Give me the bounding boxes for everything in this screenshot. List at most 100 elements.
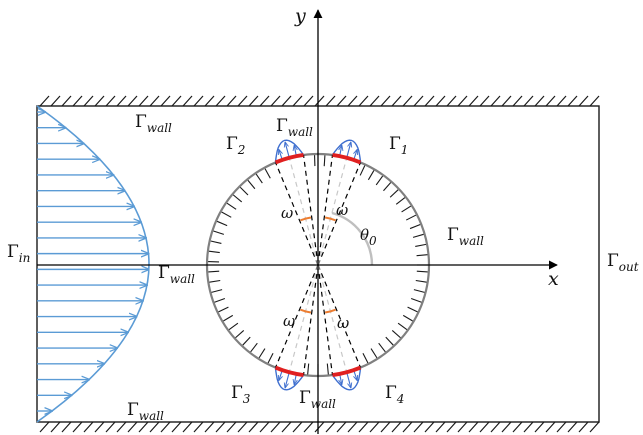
- hatch-mark: [149, 95, 160, 107]
- cylinder-hatch-mark: [213, 230, 225, 235]
- hatch-mark: [314, 421, 325, 433]
- cylinder-hatch-mark: [239, 186, 249, 196]
- hatch-mark: [347, 95, 358, 107]
- hatch-mark: [127, 421, 138, 433]
- cylinder-hatch-mark: [378, 342, 386, 353]
- inflow-profile-curve: [36, 105, 150, 423]
- hatch-mark: [435, 421, 446, 433]
- hatch-mark: [259, 95, 270, 107]
- hatch-mark: [369, 95, 380, 107]
- cylinder-hatch-mark: [267, 352, 274, 364]
- cylinder-hatch-mark: [415, 279, 427, 283]
- label-omega-1: ω: [336, 201, 348, 219]
- jet-profile-arrow: [294, 146, 296, 156]
- jet-edge-ray: [317, 162, 362, 266]
- cylinder-hatch-mark: [395, 197, 406, 205]
- cylinder-hatch-mark: [370, 348, 378, 359]
- hatch-mark: [237, 421, 248, 433]
- hatch-mark: [292, 95, 303, 107]
- hatch-mark: [61, 421, 72, 433]
- label-gamma-2: Γ2: [226, 134, 245, 157]
- hatch-mark: [567, 95, 578, 107]
- hatch-mark: [127, 95, 138, 107]
- jet-profile-arrow: [285, 373, 290, 387]
- jet-profile-arrow: [346, 142, 351, 157]
- cylinder-hatch-mark: [412, 233, 424, 238]
- cylinder-hatch-mark: [221, 211, 232, 218]
- label-wall-top: Γwall: [135, 112, 172, 135]
- label-omega-4: ω: [337, 314, 349, 332]
- hatch-mark: [413, 95, 424, 107]
- cylinder-hatch-mark: [258, 348, 266, 359]
- jet-profile-arrow: [346, 373, 351, 387]
- jet-slot-arc: [332, 365, 362, 378]
- hatch-mark: [50, 421, 61, 433]
- label-gamma-3: Γ3: [231, 383, 251, 406]
- hatch-mark: [248, 95, 259, 107]
- cylinder-hatch-mark: [211, 289, 223, 293]
- hatch-mark: [193, 421, 204, 433]
- hatch-mark: [160, 421, 171, 433]
- hatch-mark: [336, 421, 347, 433]
- label-theta-0: θ0: [360, 226, 377, 248]
- hatch-mark: [116, 95, 127, 107]
- hatch-mark: [358, 421, 369, 433]
- hatch-mark: [534, 95, 545, 107]
- hatch-mark: [72, 421, 83, 433]
- jet-profile-arrow: [294, 374, 296, 385]
- hatch-mark: [545, 95, 556, 107]
- hatch-mark: [94, 421, 105, 433]
- hatch-mark: [160, 95, 171, 107]
- hatch-mark: [424, 95, 435, 107]
- jet-edge-ray: [317, 264, 334, 376]
- hatch-mark: [369, 421, 380, 433]
- cylinder-hatch-mark: [397, 322, 408, 331]
- hatch-mark: [424, 421, 435, 433]
- label-wall-bottom: Γwall: [127, 400, 164, 423]
- hatch-mark: [116, 421, 127, 433]
- hatch-mark: [413, 421, 424, 433]
- cylinder-hatch-mark: [216, 220, 228, 227]
- jet-center-ray: [317, 264, 348, 373]
- label-inlet: Γin: [7, 242, 30, 265]
- hatch-mark: [402, 421, 413, 433]
- x-axis-label: x: [548, 268, 559, 290]
- cylinder-hatch-mark: [326, 363, 329, 375]
- hatch-mark: [237, 95, 248, 107]
- hatch-mark: [556, 421, 567, 433]
- hatch-mark: [457, 421, 468, 433]
- hatch-mark: [501, 95, 512, 107]
- jet-edge-ray: [317, 264, 362, 368]
- hatch-mark: [61, 95, 72, 107]
- hatch-mark: [358, 95, 369, 107]
- jet-profiles: [274, 139, 362, 391]
- hatch-mark: [149, 421, 160, 433]
- cylinder-hatch-mark: [235, 330, 245, 339]
- jet-profile-arrow: [340, 146, 342, 156]
- hatch-mark: [138, 95, 149, 107]
- cylinder-hatch-mark: [264, 168, 271, 179]
- cylinder-hatch-mark: [383, 182, 392, 192]
- omega-bracket: [324, 216, 336, 222]
- hatch-mark: [490, 421, 501, 433]
- jet-edge-ray: [274, 162, 319, 266]
- label-cylinder-wall-top: Γwall: [276, 116, 313, 139]
- cylinder-hatch-mark: [255, 173, 263, 184]
- hatch-mark: [435, 95, 446, 107]
- cylinder-hatch-mark: [367, 170, 375, 181]
- cylinder-hatch-mark: [402, 314, 413, 322]
- cylinder-hatch-mark: [362, 352, 369, 364]
- omega-bracket: [324, 308, 336, 314]
- hatch-mark: [270, 421, 281, 433]
- cylinder-hatch-mark: [409, 223, 421, 230]
- hatch-mark: [446, 421, 457, 433]
- jet-boundary-rays: [274, 154, 362, 376]
- hatch-mark: [204, 95, 215, 107]
- cylinder-hatch-mark: [405, 214, 417, 221]
- hatch-mark: [248, 421, 259, 433]
- jet-profile-arrow: [340, 374, 342, 385]
- jet-center-ray: [288, 264, 319, 373]
- cylinder-hatch-mark: [209, 279, 221, 283]
- hatch-mark: [578, 95, 589, 107]
- hatch-mark: [83, 95, 94, 107]
